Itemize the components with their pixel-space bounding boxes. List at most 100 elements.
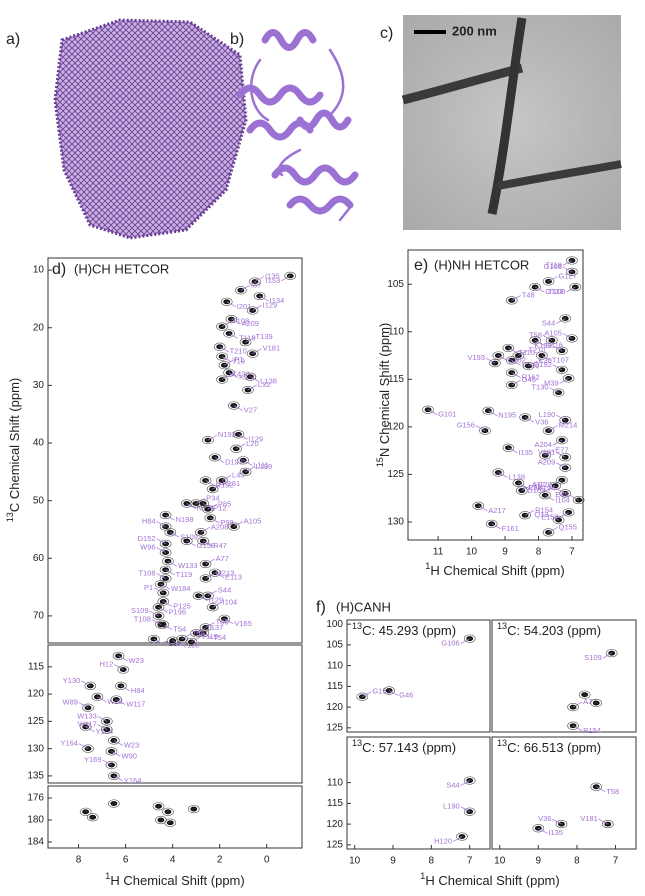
y-tick-label: 125 bbox=[27, 716, 44, 727]
peak-label: S44 bbox=[542, 318, 555, 327]
leader-line bbox=[250, 376, 260, 383]
label-text: C: 57.143 (ppm) bbox=[362, 740, 456, 755]
peak-label: T130 bbox=[531, 383, 548, 392]
leader-line bbox=[114, 664, 124, 670]
leader-line bbox=[191, 636, 201, 643]
leader-line bbox=[542, 335, 553, 341]
leader-line bbox=[254, 276, 265, 282]
peak-label: T110 bbox=[183, 641, 200, 650]
panel-label: a) bbox=[6, 31, 20, 48]
leader-line bbox=[524, 417, 535, 423]
peak-label: V181 bbox=[580, 814, 598, 823]
contour-ring bbox=[105, 747, 118, 756]
peak-label: W23 bbox=[124, 740, 139, 749]
contour-ring bbox=[253, 291, 266, 301]
contour-ring bbox=[463, 807, 476, 816]
superscript: 13 bbox=[352, 621, 362, 631]
y-tick-label: 100 bbox=[326, 619, 343, 630]
peak-label: R154 bbox=[535, 505, 553, 514]
leader-line bbox=[556, 488, 566, 494]
peak-label: L32 bbox=[258, 380, 271, 389]
contour-ring bbox=[566, 267, 578, 276]
peak-label: W133 bbox=[77, 711, 97, 720]
y-tick-label: 120 bbox=[326, 819, 343, 830]
contour-ring bbox=[556, 365, 568, 374]
leader-line bbox=[205, 622, 215, 628]
x-tick-label: 6 bbox=[123, 855, 129, 866]
x-axis-label: 1H Chemical Shift (ppm) bbox=[105, 871, 244, 888]
leader-line bbox=[97, 724, 107, 730]
y-tick-label: 30 bbox=[33, 380, 45, 391]
peak-label: A77 bbox=[532, 481, 545, 490]
contour-ring bbox=[227, 522, 240, 531]
peak-label: G106 bbox=[441, 639, 459, 648]
label-text: H Chemical Shift (ppm) bbox=[430, 563, 564, 578]
peak-label: P85 bbox=[218, 499, 231, 508]
x-tick-label: 8 bbox=[76, 855, 82, 866]
contour-ring bbox=[192, 591, 205, 600]
leader-line bbox=[165, 569, 175, 576]
peak-label: I104 bbox=[555, 495, 570, 504]
leader-line bbox=[598, 818, 608, 825]
contour-ring bbox=[572, 495, 585, 505]
contour-ring bbox=[185, 637, 198, 646]
contour-ring bbox=[159, 565, 172, 574]
peak-label: E98 bbox=[528, 483, 541, 492]
peak-label: I37 bbox=[251, 280, 261, 289]
peak-label: G46 bbox=[399, 691, 413, 700]
leader-line bbox=[245, 336, 255, 343]
superscript: 15 bbox=[375, 457, 385, 467]
contour-ring bbox=[159, 539, 172, 548]
contour-ring bbox=[492, 468, 505, 477]
contour-ring bbox=[152, 611, 165, 621]
contour-ring bbox=[110, 695, 123, 704]
leader-line bbox=[545, 495, 555, 501]
contour-ring bbox=[549, 481, 562, 490]
contour-ring bbox=[164, 528, 177, 537]
contour-ring bbox=[199, 476, 212, 485]
leader-line bbox=[186, 503, 196, 509]
leader-line bbox=[562, 266, 573, 273]
leader-line bbox=[156, 547, 166, 553]
y-tick-label: 125 bbox=[326, 722, 343, 733]
frame bbox=[47, 644, 303, 784]
y-tick-label: 120 bbox=[387, 421, 404, 432]
leader-line bbox=[226, 301, 236, 308]
peak-label: W89 bbox=[63, 698, 78, 707]
peak-label: L138 bbox=[508, 472, 525, 481]
frame bbox=[47, 257, 303, 644]
contour-ring bbox=[117, 665, 130, 674]
peak bbox=[157, 817, 165, 823]
leader-line bbox=[552, 345, 563, 352]
leader-line bbox=[158, 606, 168, 613]
contour-ring bbox=[463, 776, 476, 785]
leader-line bbox=[559, 378, 569, 384]
contour-ring bbox=[232, 430, 245, 439]
leader-line bbox=[207, 503, 218, 510]
peak-label: Q13 bbox=[534, 510, 548, 519]
leader-line bbox=[228, 333, 239, 339]
x-axis-label: 1H Chemical Shift (ppm) bbox=[420, 871, 559, 888]
peak-label: T119 bbox=[239, 333, 256, 342]
contour-ring bbox=[552, 388, 565, 397]
leader-line bbox=[556, 462, 566, 469]
contour-ring bbox=[108, 736, 120, 745]
peak-label: T108 bbox=[138, 568, 155, 577]
leader-line bbox=[452, 836, 463, 842]
contour-ring bbox=[216, 476, 228, 485]
contour-ring bbox=[590, 782, 603, 791]
peak-label: E77 bbox=[555, 445, 568, 454]
leader-line bbox=[572, 725, 583, 732]
contour-ring bbox=[202, 436, 214, 445]
peak-label: T137 bbox=[206, 623, 223, 632]
y-tick-label: 120 bbox=[326, 702, 343, 713]
peak-label: W117 bbox=[126, 700, 145, 709]
leader-line bbox=[281, 275, 291, 282]
peak-label: W90 bbox=[122, 751, 137, 760]
contour-ring bbox=[115, 681, 127, 691]
leader-line bbox=[478, 505, 488, 512]
leader-line bbox=[228, 372, 239, 378]
x-tick-label: 8 bbox=[536, 547, 542, 558]
label-text: C: 45.293 (ppm) bbox=[362, 623, 456, 638]
